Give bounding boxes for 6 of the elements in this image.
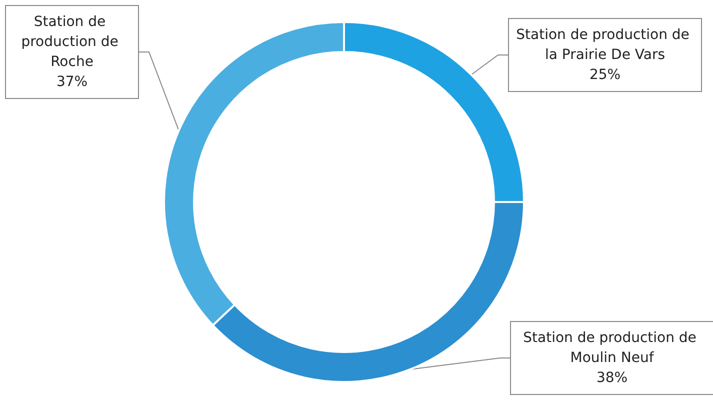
data-label: 38% — [596, 370, 628, 386]
data-label: 37% — [56, 74, 88, 90]
slice-label: Station de production de la Prairie De Vars — [516, 27, 694, 63]
slice-label: Station de production de Moulin Neuf — [523, 330, 701, 366]
data-label: 25% — [589, 67, 621, 83]
slice-label: Station de production de Roche — [21, 14, 123, 70]
